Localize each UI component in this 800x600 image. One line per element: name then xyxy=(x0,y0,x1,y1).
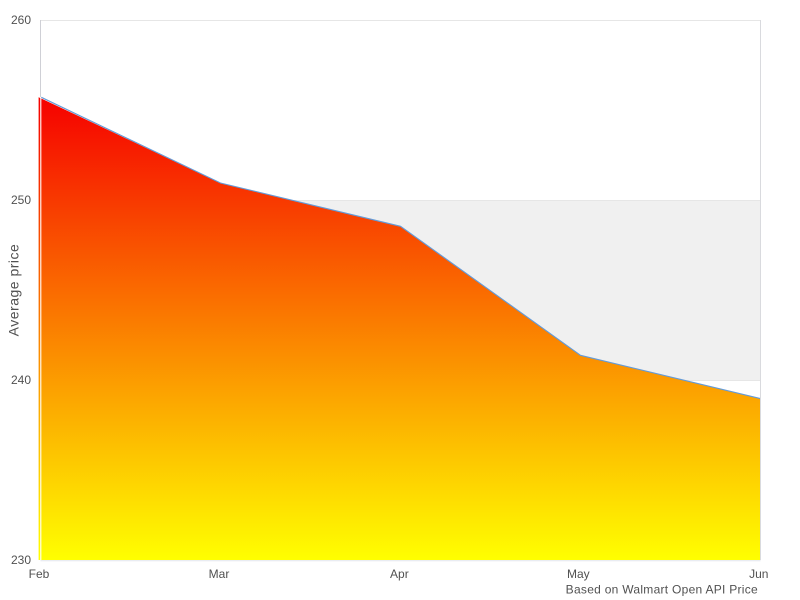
svg-text:Average price: Average price xyxy=(6,244,22,337)
svg-text:240: 240 xyxy=(11,373,31,387)
svg-text:Mar: Mar xyxy=(209,567,230,581)
svg-text:May: May xyxy=(567,567,590,581)
svg-text:250: 250 xyxy=(11,193,31,207)
svg-text:260: 260 xyxy=(11,13,31,27)
svg-text:Feb: Feb xyxy=(29,567,50,581)
svg-text:230: 230 xyxy=(11,553,31,567)
svg-text:Apr: Apr xyxy=(390,567,409,581)
svg-text:Based on Walmart Open API Pric: Based on Walmart Open API Price xyxy=(566,583,758,597)
svg-text:Jun: Jun xyxy=(749,567,768,581)
